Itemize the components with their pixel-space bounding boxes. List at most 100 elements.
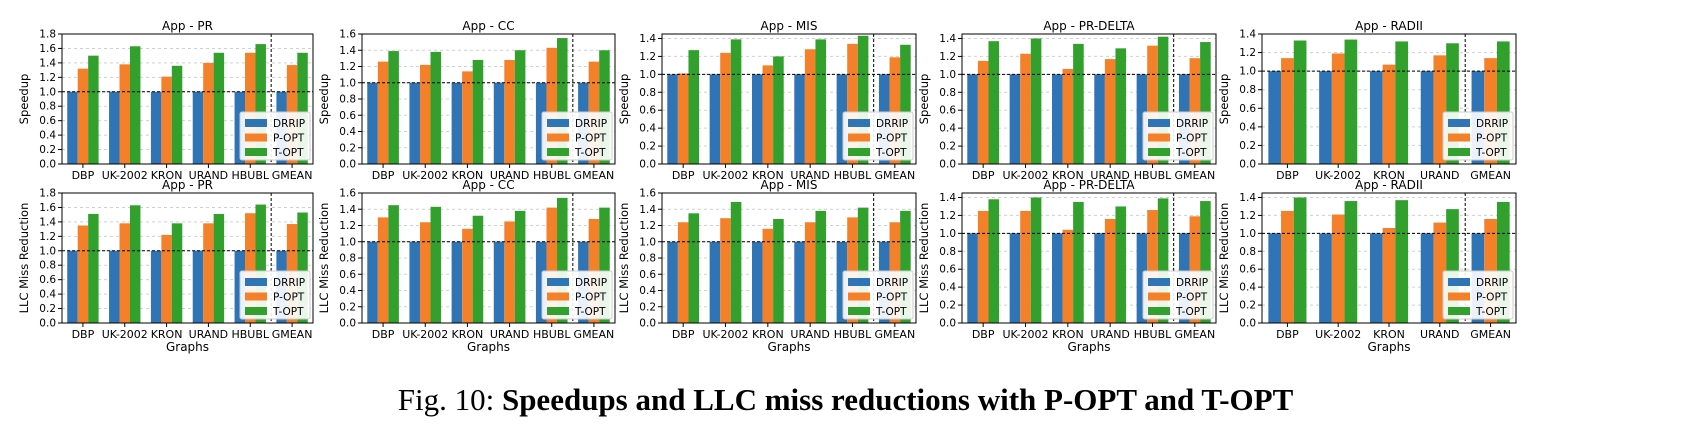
legend: DRRIP P-OPT T-OPT (842, 270, 914, 320)
x-tick-label: HBUBL (1134, 328, 1172, 341)
x-axis-label: Graphs (467, 340, 510, 354)
subplot-title: App - CC (462, 178, 514, 192)
subplot-8: 0.0 0.2 0.4 0.6 0.8 1.0 1.2 1.4 1.6 DBP UK-2002 KRO… (617, 178, 917, 354)
legend-label-drrip: DRRIP (1176, 277, 1208, 289)
y-tick-label: 0.8 (639, 87, 656, 99)
legend: DRRIP P-OPT T-OPT (1442, 270, 1514, 320)
bar-p-opt-urand (203, 223, 214, 323)
x-tick-label: UK-2002 (1315, 169, 1361, 182)
y-tick-label: 1.6 (339, 188, 356, 200)
bar-t-opt-gmean (900, 44, 911, 164)
y-axis-label: Speedup (1217, 74, 1231, 125)
bar-drrip-dbp (367, 82, 378, 164)
bar-p-opt-dbp (977, 60, 989, 164)
y-tick-label: 0.8 (639, 253, 656, 265)
bar-t-opt-kron (1073, 201, 1084, 323)
legend-swatch-drrip (245, 119, 267, 127)
bar-drrip-hbubl (535, 241, 547, 323)
legend-label-drrip: DRRIP (575, 118, 607, 130)
x-tick-label: HBUBL (231, 169, 269, 182)
bar-p-opt-dbp (77, 68, 89, 164)
legend-label-t-opt: T-OPT (272, 147, 304, 159)
y-tick-label: 0.8 (939, 87, 956, 99)
x-tick-label: GMEAN (272, 328, 313, 341)
y-tick-label: 1.2 (39, 231, 56, 243)
x-tick-label: HBUBL (231, 328, 269, 341)
x-tick-label: DBP (372, 328, 395, 341)
bar-p-opt-uk-2002 (720, 52, 731, 164)
subplot-6: 0.0 0.2 0.4 0.6 0.8 1.0 1.2 1.4 1.6 1.8 DBP UK-2002… (17, 178, 314, 354)
y-tick-label: 0.6 (1239, 264, 1256, 276)
bar-t-opt-urand (1115, 48, 1127, 164)
bar-t-opt-urand (514, 210, 526, 323)
bar-p-opt-kron (762, 228, 774, 323)
bar-t-opt-hbubl (857, 35, 869, 164)
bar-t-opt-urand (213, 52, 225, 164)
x-tick-label: KRON (752, 169, 784, 182)
y-tick-label: 0.0 (639, 318, 656, 330)
legend: DRRIP P-OPT T-OPT (541, 111, 613, 161)
y-axis-label: LLC Miss Reduction (917, 203, 931, 314)
y-tick-label: 0.6 (639, 105, 656, 117)
y-tick-label: 1.6 (39, 43, 56, 55)
y-tick-label: 0.0 (939, 318, 956, 330)
y-tick-label: 0.6 (39, 274, 56, 286)
bar-drrip-urand (1094, 233, 1105, 323)
legend-swatch-t-opt (547, 307, 569, 315)
bar-drrip-kron (1369, 71, 1383, 164)
x-tick-label: KRON (452, 328, 484, 341)
bar-t-opt-gmean (599, 50, 610, 164)
bar-drrip-kron (1051, 233, 1063, 323)
bar-drrip-hbubl (1136, 74, 1148, 164)
legend-label-p-opt: P-OPT (876, 133, 908, 145)
bar-p-opt-hbubl (546, 207, 558, 323)
bar-t-opt-urand (514, 50, 526, 164)
bar-drrip-urand (1094, 74, 1105, 164)
y-tick-label: 0.2 (39, 144, 56, 156)
bar-drrip-uk-2002 (709, 74, 721, 164)
x-axis-label: Graphs (767, 340, 810, 354)
y-tick-label: 0.6 (1239, 103, 1256, 115)
bar-p-opt-hbubl (1147, 210, 1158, 323)
bar-drrip-dbp (667, 241, 678, 323)
x-tick-label: GMEAN (1174, 328, 1215, 341)
x-tick-label: UK-2002 (102, 328, 148, 341)
y-tick-label: 1.4 (39, 57, 56, 69)
legend-swatch-drrip (1448, 278, 1470, 286)
y-tick-label: 1.0 (339, 236, 356, 248)
y-tick-label: 0.6 (339, 269, 356, 281)
legend-label-p-opt: P-OPT (1176, 292, 1208, 304)
y-tick-label: 0.4 (1239, 121, 1256, 133)
bar-drrip-hbubl (836, 241, 848, 323)
y-tick-label: 1.0 (1239, 228, 1256, 240)
y-tick-label: 0.2 (339, 142, 356, 154)
bar-p-opt-uk-2002 (720, 218, 731, 323)
y-tick-label: 1.4 (639, 33, 656, 45)
bar-p-opt-kron (462, 228, 473, 323)
legend-swatch-p-opt (1148, 292, 1170, 301)
y-tick-label: 0.6 (639, 269, 656, 281)
bar-drrip-urand (493, 82, 505, 164)
bar-p-opt-dbp (977, 210, 989, 323)
subplot-title: App - MIS (761, 178, 818, 192)
y-axis-label: Speedup (17, 74, 31, 125)
x-tick-label: GMEAN (272, 169, 313, 182)
bar-p-opt-uk-2002 (419, 64, 431, 164)
subplot-title: App - MIS (761, 19, 818, 33)
y-tick-label: 0.2 (1239, 300, 1256, 312)
bar-drrip-uk-2002 (409, 241, 420, 323)
bar-t-opt-urand (815, 39, 827, 164)
bar-p-opt-hbubl (1147, 45, 1158, 164)
legend-label-t-opt: T-OPT (1475, 147, 1507, 159)
y-tick-label: 0.4 (639, 285, 656, 297)
bar-t-opt-kron (171, 65, 183, 164)
x-tick-label: DBP (72, 328, 95, 341)
y-tick-label: 1.0 (939, 228, 956, 240)
legend: DRRIP P-OPT T-OPT (1442, 111, 1514, 161)
legend-label-p-opt: P-OPT (1476, 292, 1508, 304)
x-axis-label: Graphs (1367, 340, 1410, 354)
y-tick-label: 1.4 (39, 216, 56, 228)
y-tick-label: 0.0 (39, 318, 56, 330)
bar-p-opt-hbubl (245, 52, 256, 164)
bar-t-opt-uk-2002 (430, 206, 442, 323)
